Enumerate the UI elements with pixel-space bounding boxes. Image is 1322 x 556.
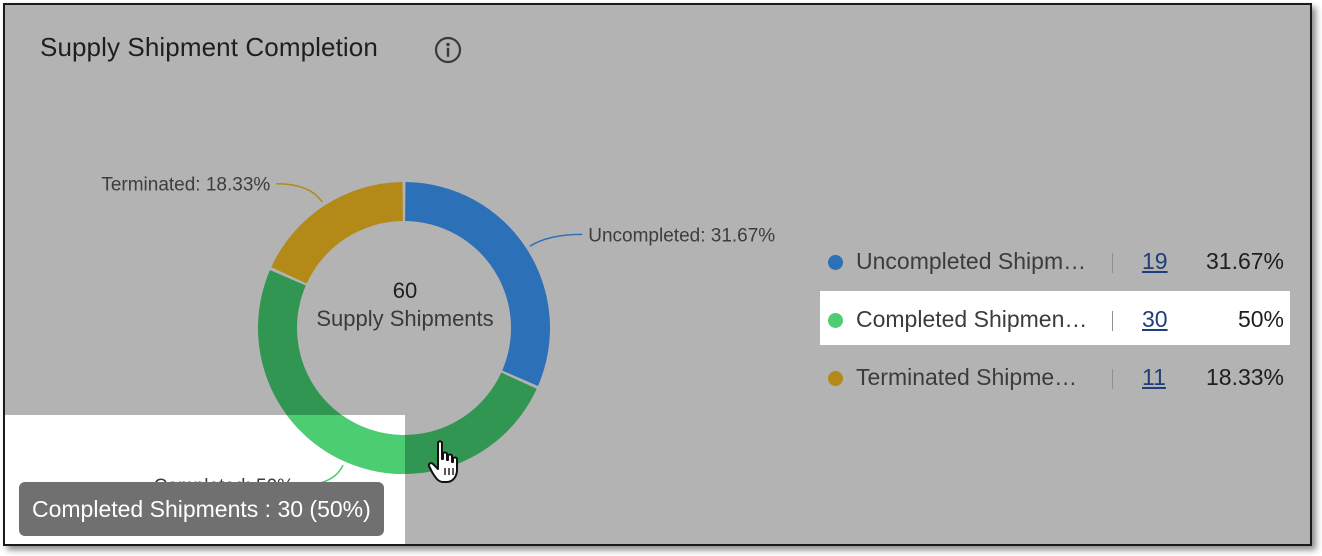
chart-card: Supply Shipment Completion Uncompleted: … bbox=[3, 3, 1312, 546]
legend-divider bbox=[1112, 369, 1113, 389]
legend-count-link[interactable]: 30 bbox=[1142, 306, 1168, 332]
legend-row[interactable]: Terminated Shipme… 11 18.33% bbox=[820, 349, 1290, 403]
legend-percent: 18.33% bbox=[1205, 364, 1284, 390]
slice-terminated[interactable] bbox=[271, 182, 403, 284]
leader-line-uncompleted bbox=[529, 233, 583, 247]
legend-divider bbox=[1112, 311, 1113, 331]
legend-row[interactable]: Uncompleted Shipm… 19 31.67% bbox=[820, 233, 1290, 287]
donut-center: 60 Supply Shipments bbox=[305, 277, 505, 333]
chart-tooltip: Completed Shipments : 30 (50%) bbox=[19, 482, 384, 536]
legend-divider bbox=[1112, 253, 1113, 273]
donut-chart: Uncompleted: 31.67%Completed: 50%Termina… bbox=[101, 175, 775, 497]
legend-dot bbox=[828, 371, 843, 386]
legend-name: Uncompleted Shipm… bbox=[856, 248, 1087, 274]
center-label: Supply Shipments bbox=[316, 306, 494, 331]
legend-dot bbox=[828, 313, 843, 328]
legend-count-link[interactable]: 19 bbox=[1142, 248, 1168, 274]
leader-line-terminated bbox=[276, 182, 323, 203]
info-icon[interactable] bbox=[433, 35, 463, 65]
hand-pointer-icon bbox=[427, 440, 458, 483]
slice-completed-hover[interactable] bbox=[258, 270, 537, 474]
slice-label-uncompleted: Uncompleted: 31.67% bbox=[588, 225, 775, 246]
legend-name: Terminated Shipme… bbox=[856, 364, 1078, 390]
legend-count-link[interactable]: 11 bbox=[1142, 364, 1166, 390]
legend-percent: 50% bbox=[1237, 306, 1284, 332]
legend-name: Completed Shipmen… bbox=[856, 306, 1088, 332]
legend: Uncompleted Shipm… 19 31.67% Completed Ship… bbox=[820, 233, 1290, 407]
slice-uncompleted[interactable] bbox=[405, 182, 550, 386]
chart-title: Supply Shipment Completion bbox=[40, 32, 378, 62]
legend-dot bbox=[828, 255, 843, 270]
legend-percent: 31.67% bbox=[1205, 248, 1284, 274]
center-total: 60 bbox=[392, 278, 418, 303]
slice-label-terminated: Terminated: 18.33% bbox=[101, 175, 270, 196]
legend-row[interactable]: Completed Shipmen… 30 50% bbox=[820, 291, 1290, 345]
